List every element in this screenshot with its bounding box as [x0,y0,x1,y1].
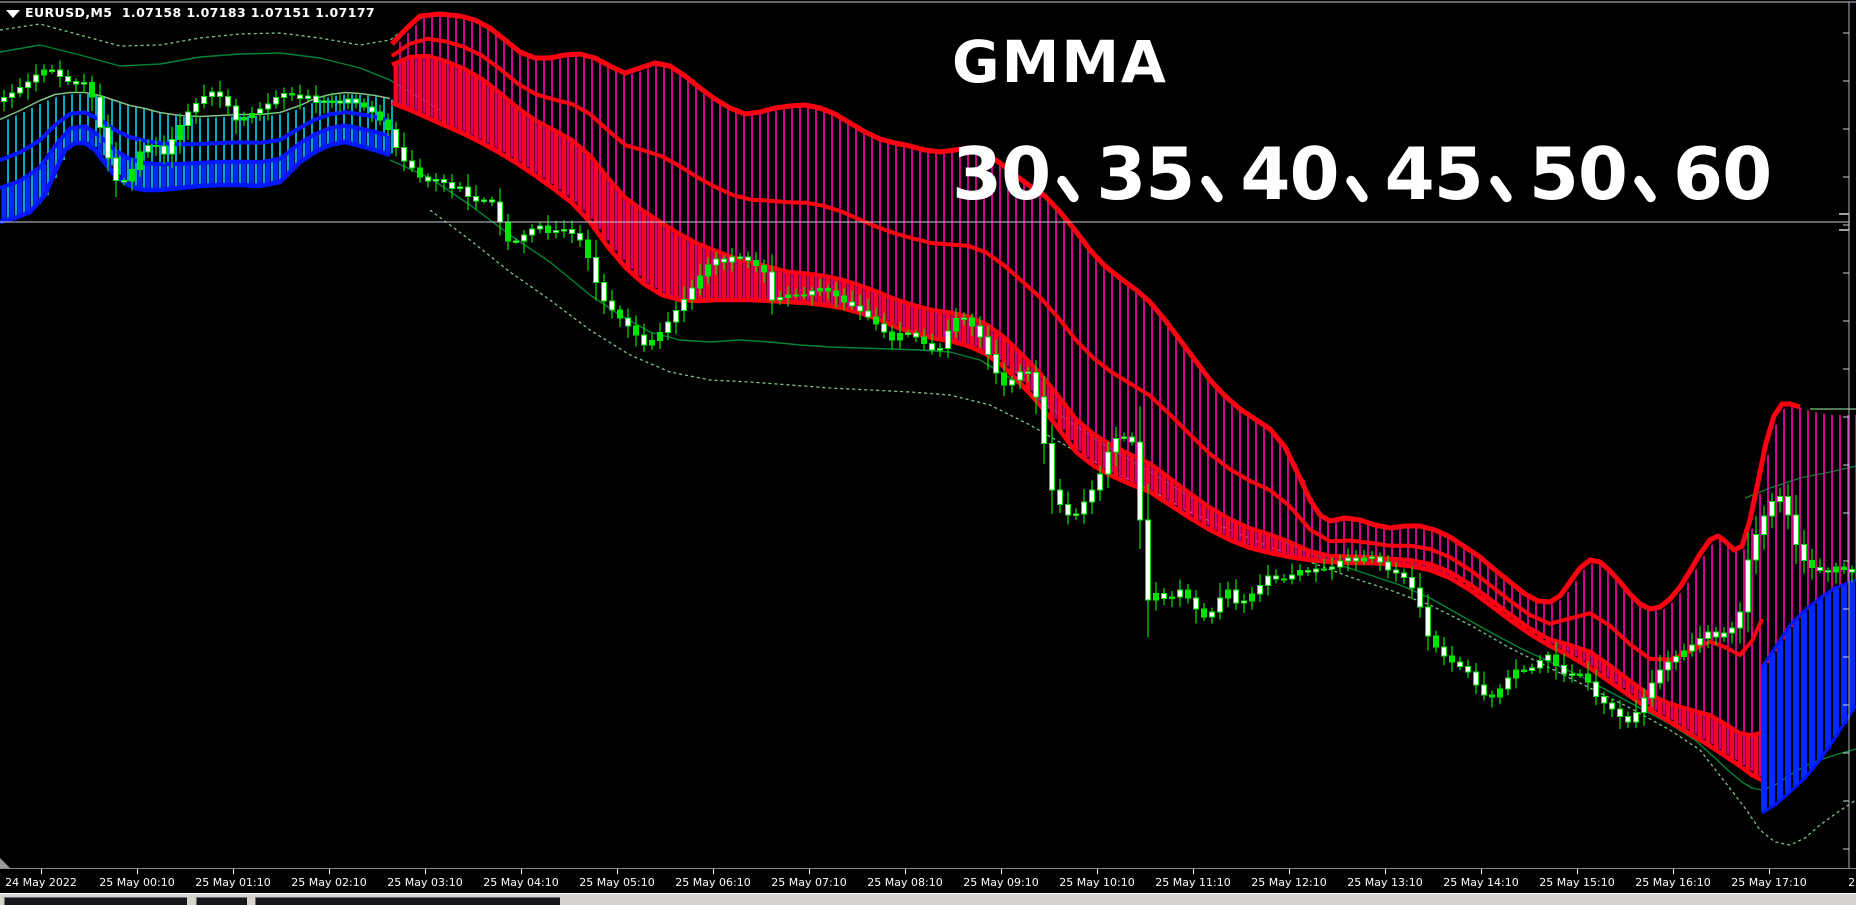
gmma-period-value: 50 [1528,132,1628,216]
gmma-period-value: 45 [1384,132,1484,216]
time-axis-tick [521,869,522,874]
symbol-ohlc-header: EURUSD,M5 1.07158 1.07183 1.07151 1.0717… [6,5,375,20]
time-axis-tick [1481,869,1482,874]
time-axis-label: 25 May 13:10 [1347,876,1423,889]
time-axis-tick [1385,869,1386,874]
time-axis-tick [713,869,714,874]
triangle-down-icon [6,9,20,18]
time-axis-label: 25 May 07:10 [771,876,847,889]
time-axis-tick [905,869,906,874]
time-axis-tick [329,869,330,874]
time-axis-label: 25 May 12:10 [1251,876,1327,889]
time-axis-tick [1769,869,1770,874]
status-strip-panel [4,897,187,905]
status-strip-panel [196,897,247,905]
time-axis-label: 25 May 02:10 [291,876,367,889]
chart-area[interactable]: EURUSD,M5 1.07158 1.07183 1.07151 1.0717… [0,0,1856,868]
time-axis-tick [1289,869,1290,874]
time-axis-tick [809,869,810,874]
corner-resize-icon [0,858,10,868]
time-axis-tick [41,869,42,874]
ideographic-comma-icon [1201,158,1227,210]
time-axis-tick [137,869,138,874]
bottom-status-strip [0,893,1856,905]
time-axis[interactable]: 24 May 2022 25 May 00:10 25 May 01:10 25 Ma… [0,868,1856,893]
time-axis-tick [233,869,234,874]
gmma-period-value: 60 [1673,132,1772,216]
time-axis-tick [1673,869,1674,874]
time-axis-label: 25 May 16:10 [1635,876,1711,889]
time-axis-label: 24 May 2022 [5,876,77,889]
time-axis-tick [1001,869,1002,874]
time-axis-label: 25 May 00:10 [99,876,175,889]
gmma-period-value: 40 [1240,132,1339,216]
time-axis-tick [1577,869,1578,874]
gmma-title: GMMA [952,28,1168,96]
time-axis-label: 25 May 14:10 [1443,876,1519,889]
gmma-period-value: 35 [1096,132,1195,216]
chart-canvas[interactable] [0,0,1856,868]
time-axis-label: 25 May 08:10 [867,876,943,889]
time-axis-label: 25 Ma [1848,876,1856,889]
time-axis-label: 25 May 11:10 [1155,876,1231,889]
time-axis-tick [425,869,426,874]
time-axis-label: 25 May 05:10 [579,876,655,889]
time-axis-label: 25 May 04:10 [483,876,559,889]
time-axis-label: 25 May 06:10 [675,876,751,889]
time-axis-label: 25 May 15:10 [1539,876,1615,889]
ideographic-comma-icon [1346,158,1372,210]
gmma-periods-label: 30 35 40 45 50 60 [952,132,1772,216]
status-strip-panel [255,897,560,905]
time-axis-tick [617,869,618,874]
ideographic-comma-icon [1057,158,1083,210]
time-axis-label: 25 May 03:10 [387,876,463,889]
time-axis-label: 25 May 09:10 [963,876,1039,889]
time-axis-label: 25 May 10:10 [1059,876,1135,889]
time-axis-tick [1097,869,1098,874]
time-axis-label: 25 May 01:10 [195,876,271,889]
symbol-ohlc-text: EURUSD,M5 1.07158 1.07183 1.07151 1.0717… [25,5,376,20]
time-axis-tick [1193,869,1194,874]
ideographic-comma-icon [1634,158,1660,210]
gmma-period-value: 30 [952,132,1051,216]
ideographic-comma-icon [1490,158,1516,210]
time-axis-label: 25 May 17:10 [1731,876,1807,889]
